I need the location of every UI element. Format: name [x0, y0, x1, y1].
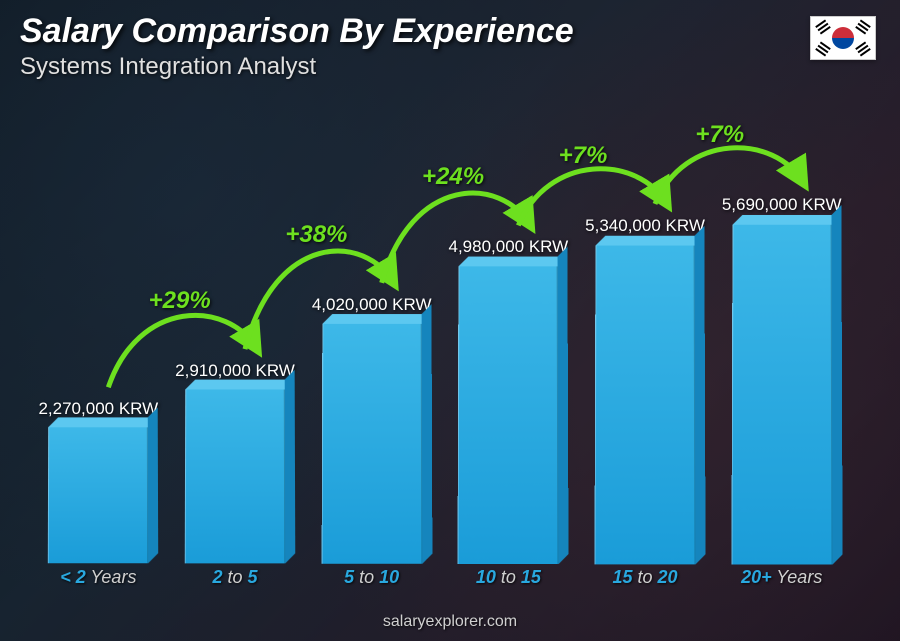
chart-subtitle: Systems Integration Analyst	[20, 53, 880, 81]
x-axis-label: 10 to 15	[440, 567, 577, 593]
bar-value-label: 4,020,000 KRW	[312, 295, 432, 315]
increase-label: +7%	[559, 142, 608, 170]
bars-container: 2,270,000 KRW 2,910,000 KRW 4,020,000 KRW 4…	[30, 143, 850, 563]
x-axis-label: < 2 Years	[30, 567, 167, 593]
bar-slot: 2,910,000 KRW	[167, 361, 304, 563]
bar-slot: 4,980,000 KRW	[440, 237, 577, 563]
bar	[321, 324, 422, 564]
increase-label: +29%	[149, 287, 211, 315]
increase-label: +24%	[422, 163, 484, 191]
bar-value-label: 5,690,000 KRW	[722, 195, 842, 215]
header: Salary Comparison By Experience Systems …	[20, 12, 880, 81]
footer-attribution: salaryexplorer.com	[0, 613, 900, 631]
x-axis-label: 2 to 5	[167, 567, 304, 593]
x-axis-label: 5 to 10	[303, 567, 440, 593]
korea-flag-icon	[810, 16, 876, 60]
x-axis-labels: < 2 Years2 to 55 to 1010 to 1515 to 2020…	[30, 567, 850, 593]
increase-label: +7%	[695, 121, 744, 149]
bar-value-label: 5,340,000 KRW	[585, 216, 705, 236]
x-axis-label: 20+ Years	[713, 567, 850, 593]
increase-label: +38%	[285, 221, 347, 249]
chart-title: Salary Comparison By Experience	[20, 12, 880, 51]
bar	[595, 245, 696, 564]
bar-slot: 2,270,000 KRW	[30, 399, 167, 563]
bar	[731, 225, 832, 565]
bar-slot: 5,340,000 KRW	[577, 216, 714, 563]
x-axis-label: 15 to 20	[577, 567, 714, 593]
bar-slot: 5,690,000 KRW	[713, 195, 850, 563]
bar	[185, 390, 286, 564]
bar	[458, 267, 559, 564]
bar-value-label: 2,910,000 KRW	[175, 361, 295, 381]
bar-value-label: 2,270,000 KRW	[38, 399, 158, 419]
bar	[48, 428, 148, 564]
bar-slot: 4,020,000 KRW	[303, 295, 440, 563]
bar-chart: 2,270,000 KRW 2,910,000 KRW 4,020,000 KRW 4…	[30, 100, 850, 593]
bar-value-label: 4,980,000 KRW	[448, 237, 568, 257]
